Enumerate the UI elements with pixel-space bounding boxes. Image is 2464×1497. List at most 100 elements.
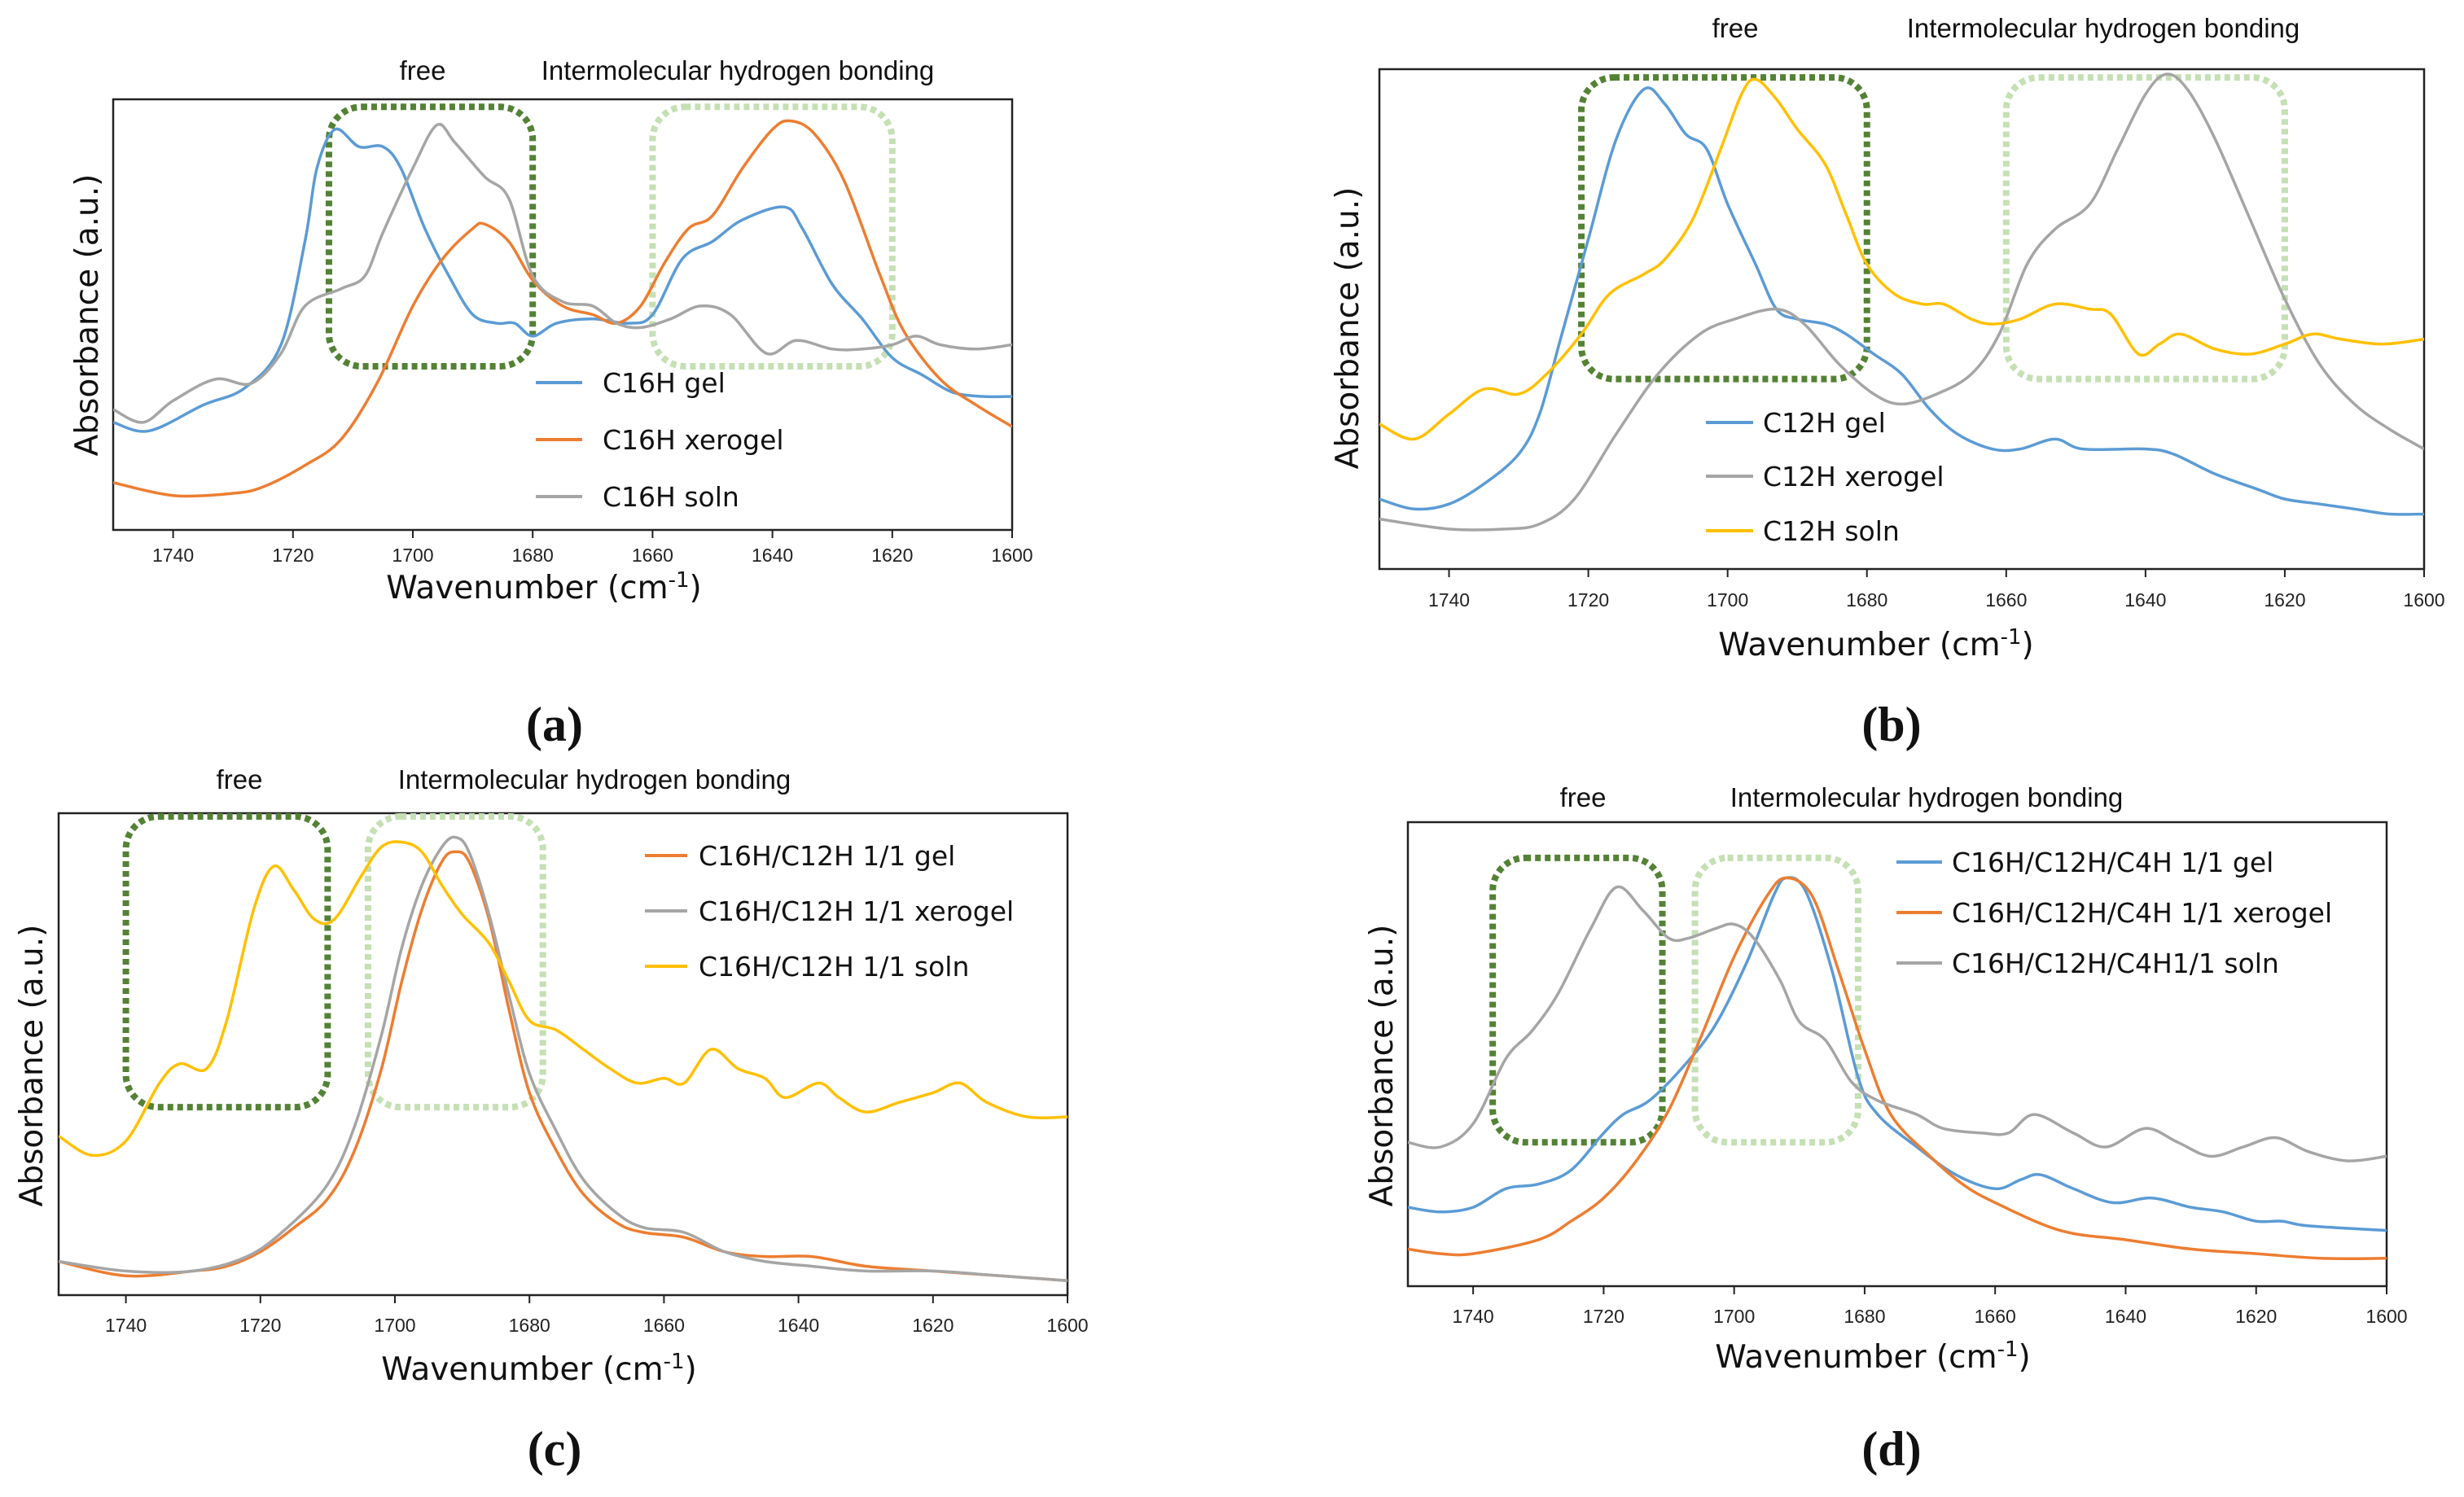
x-tick-label: 1700 <box>392 545 433 566</box>
y-axis-label: Absorbance (a.u.) <box>1330 187 1366 470</box>
series-line-c12h-soln <box>1379 77 2424 441</box>
legend-label: C12H xerogel <box>1763 461 1944 492</box>
region-box-hbond <box>364 813 546 1111</box>
legend-label: C16H/C12H 1/1 gel <box>699 840 955 872</box>
x-tick-label: 1700 <box>1707 589 1748 611</box>
x-tick-label: 1700 <box>1713 1306 1755 1327</box>
chart-panel-b: 1740 1720 1700 1680 1660 1640 1620 1600 free Inte… <box>1330 13 2445 751</box>
annotation-free: free <box>1560 782 1607 812</box>
legend-label: C12H soln <box>1763 515 1900 547</box>
legend-label: C16H xerogel <box>603 424 784 456</box>
annotation-free: free <box>400 55 446 85</box>
series-line-c16h-c12h-c4h-1-1-xerogel <box>1408 876 2387 1260</box>
series-line-c16h-c12h-1-1-xerogel <box>59 835 1068 1282</box>
x-tick-label: 1680 <box>1846 589 1887 611</box>
legend-label: C16H/C12H/C4H1/1 soln <box>1952 948 2279 979</box>
x-tick-label: 1660 <box>643 1315 685 1336</box>
x-axis-label-text: Wavenumber (cm <box>386 570 668 606</box>
x-axis-label-close: ) <box>685 1351 697 1388</box>
legend-label: C16H soln <box>603 481 739 513</box>
x-tick-label: 1620 <box>871 545 913 566</box>
x-tick-label: 1640 <box>778 1315 819 1336</box>
region-box-free <box>325 103 537 370</box>
x-tick-label: 1700 <box>374 1315 415 1336</box>
x-axis-label-close: ) <box>2019 1339 2031 1376</box>
x-axis-label-text: Wavenumber (cm <box>1715 1339 1997 1376</box>
x-axis-label-superscript: -1 <box>669 568 690 593</box>
series-line-c16h-c12h-c4h-1-1-gel <box>1408 876 2387 1232</box>
region-box-hbond <box>2002 74 2288 383</box>
chart-panel-d: 1740 1720 1700 1680 1660 1640 1620 1600 free Inte… <box>1364 782 2408 1476</box>
x-tick-label: 1620 <box>2235 1306 2277 1327</box>
x-tick-label: 1720 <box>1583 1306 1624 1327</box>
plot-area-frame <box>112 98 1014 532</box>
x-tick-label: 1680 <box>509 1315 550 1336</box>
panel-label: (b) <box>1861 698 1921 751</box>
series-line-c12h-gel <box>1379 86 2424 516</box>
x-tick-label: 1720 <box>239 1315 281 1336</box>
x-axis-label-close: ) <box>690 570 702 606</box>
x-axis-label-superscript: -1 <box>1997 1337 2019 1362</box>
region-box-free <box>122 813 331 1111</box>
legend-label: C16H/C12H/C4H 1/1 gel <box>1952 847 2273 878</box>
x-tick-label: 1600 <box>2365 1306 2407 1327</box>
x-axis-label: Wavenumber (cm-1) <box>381 1350 696 1388</box>
x-tick-label: 1740 <box>152 545 194 566</box>
x-tick-label: 1620 <box>912 1315 954 1336</box>
annotation-hydrogen-bonding: Intermolecular hydrogen bonding <box>398 764 791 794</box>
plot-area-frame <box>57 812 1069 1297</box>
annotation-hydrogen-bonding: Intermolecular hydrogen bonding <box>1730 782 2123 812</box>
x-tick-label: 1740 <box>105 1315 147 1336</box>
x-axis-label: Wavenumber (cm-1) <box>1715 1337 2030 1376</box>
x-tick-label: 1640 <box>2124 589 2166 611</box>
region-box-hbond <box>1691 854 1861 1146</box>
legend: C16H/C12H 1/1 gel C16H/C12H 1/1 xerogel C1… <box>645 840 1014 983</box>
series-line-c12h-xerogel <box>1379 72 2424 532</box>
x-axis-label-close: ) <box>2022 627 2034 663</box>
x-tick-label: 1740 <box>1428 589 1470 611</box>
x-tick-label: 1680 <box>512 545 554 566</box>
legend: C16H gel C16H xerogel C16H soln <box>536 367 784 513</box>
annotation-free: free <box>1712 13 1759 43</box>
x-axis-label-superscript: -1 <box>2001 625 2022 650</box>
x-tick-label: 1720 <box>1567 589 1609 611</box>
y-axis-label: Absorbance (a.u.) <box>69 174 106 457</box>
y-axis-label: Absorbance (a.u.) <box>1364 925 1401 1207</box>
x-tick-label: 1620 <box>2264 589 2305 611</box>
panel-label: (c) <box>528 1422 582 1476</box>
x-tick-label: 1660 <box>1975 1306 2016 1327</box>
legend-label: C16H gel <box>603 367 726 399</box>
region-box-hbond <box>649 103 896 370</box>
series-line-c16h-c12h-1-1-soln <box>59 840 1068 1158</box>
legend-label: C16H/C12H/C4H 1/1 xerogel <box>1952 897 2332 929</box>
series-line-c16h-xerogel <box>113 119 1012 498</box>
x-axis-label: Wavenumber (cm-1) <box>1718 625 2033 663</box>
x-tick-label: 1660 <box>632 545 673 566</box>
annotation-hydrogen-bonding: Intermolecular hydrogen bonding <box>541 55 934 85</box>
x-axis-label-superscript: -1 <box>664 1350 685 1374</box>
x-tick-label: 1600 <box>1046 1315 1088 1336</box>
annotation-free: free <box>217 764 263 794</box>
legend-label: C12H gel <box>1763 407 1886 439</box>
legend: C12H gel C12H xerogel C12H soln <box>1706 407 1944 547</box>
panel-label: (a) <box>526 698 583 751</box>
x-tick-label: 1680 <box>1844 1306 1885 1327</box>
x-tick-label: 1740 <box>1453 1306 1494 1327</box>
x-axis-label-text: Wavenumber (cm <box>381 1351 663 1388</box>
x-axis-label-text: Wavenumber (cm <box>1718 627 2000 663</box>
legend-label: C16H/C12H 1/1 xerogel <box>699 895 1014 927</box>
series-line-c16h-c12h-c4h1-1-soln <box>1408 885 2387 1162</box>
annotation-hydrogen-bonding: Intermolecular hydrogen bonding <box>1907 13 2300 43</box>
x-tick-label: 1640 <box>2105 1306 2146 1327</box>
chart-panel-c: 1740 1720 1700 1680 1660 1640 1620 1600 free Inte… <box>14 764 1089 1476</box>
series-line-c16h-soln <box>113 122 1012 424</box>
y-axis-label: Absorbance (a.u.) <box>14 925 50 1207</box>
x-tick-label: 1720 <box>272 545 313 566</box>
region-box-free <box>1578 74 1870 383</box>
legend: C16H/C12H/C4H 1/1 gel C16H/C12H/C4H 1/1 x… <box>1896 847 2332 979</box>
x-tick-label: 1600 <box>991 545 1033 566</box>
x-tick-label: 1640 <box>752 545 793 566</box>
series-line-c16h-gel <box>113 127 1012 433</box>
x-axis-label: Wavenumber (cm-1) <box>386 568 701 606</box>
